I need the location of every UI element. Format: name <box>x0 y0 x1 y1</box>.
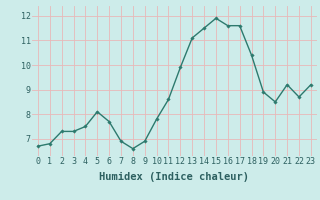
X-axis label: Humidex (Indice chaleur): Humidex (Indice chaleur) <box>100 172 249 182</box>
